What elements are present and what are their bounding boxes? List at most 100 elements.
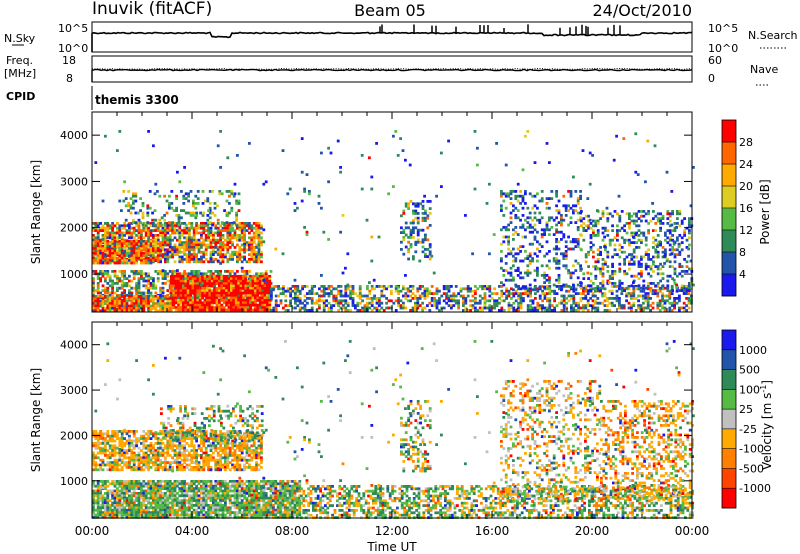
data-cell	[92, 302, 95, 305]
data-cell	[555, 223, 558, 227]
data-cell	[134, 199, 138, 203]
data-cell	[101, 236, 105, 240]
data-cell	[159, 302, 162, 305]
data-cell	[254, 291, 257, 295]
data-cell	[224, 243, 227, 247]
data-cell	[688, 243, 691, 247]
data-cell	[111, 222, 114, 225]
data-cell	[378, 304, 381, 307]
data-cell	[221, 241, 225, 244]
data-cell	[108, 434, 112, 438]
data-cell	[156, 295, 160, 298]
data-cell	[209, 257, 213, 260]
data-cell	[120, 270, 124, 273]
data-cell	[642, 287, 645, 291]
data-cell	[189, 277, 192, 281]
data-cell	[588, 151, 592, 155]
data-cell	[197, 224, 201, 228]
data-cell	[164, 258, 167, 261]
data-cell	[243, 248, 246, 252]
data-cell	[225, 299, 228, 302]
data-cell	[216, 253, 220, 256]
data-cell	[130, 304, 134, 308]
data-cell	[186, 291, 190, 295]
data-cell	[268, 299, 272, 302]
data-cell	[144, 274, 148, 278]
data-cell	[404, 294, 408, 298]
data-cell	[246, 275, 250, 278]
data-cell	[186, 289, 190, 293]
data-cell	[96, 297, 100, 301]
data-cell	[194, 301, 197, 305]
data-cell	[354, 306, 357, 310]
data-cell	[99, 446, 102, 450]
data-cell	[225, 277, 228, 281]
data-cell	[215, 296, 219, 300]
data-cell	[402, 231, 406, 234]
data-cell	[161, 243, 165, 247]
data-cell	[230, 223, 234, 227]
data-cell	[606, 217, 610, 220]
data-cell	[125, 307, 129, 310]
data-cell	[618, 255, 622, 259]
data-cell	[189, 294, 192, 297]
data-cell	[582, 309, 585, 312]
data-cell	[640, 274, 643, 278]
data-cell	[124, 218, 128, 222]
data-cell	[213, 277, 216, 281]
data-cell	[507, 294, 511, 298]
data-cell	[94, 256, 98, 260]
data-cell	[252, 231, 256, 235]
data-cell	[416, 297, 420, 300]
data-cell	[317, 202, 321, 205]
data-cell	[191, 308, 195, 312]
data-cell	[596, 260, 600, 264]
data-cell	[303, 226, 306, 229]
data-cell	[237, 299, 240, 302]
data-cell	[92, 451, 95, 455]
data-cell	[646, 297, 650, 300]
data-cell	[628, 222, 631, 225]
data-cell	[519, 190, 522, 193]
data-cell	[409, 243, 413, 246]
data-cell	[423, 287, 427, 291]
data-cell	[512, 294, 516, 298]
data-cell	[238, 236, 242, 240]
data-cell	[130, 252, 134, 255]
data-cell	[222, 299, 226, 302]
data-cell	[168, 304, 172, 308]
data-cell	[536, 287, 540, 291]
data-cell	[137, 231, 141, 235]
data-cell	[96, 291, 100, 295]
nsky-top-tick: 10^5	[58, 22, 88, 35]
data-cell	[663, 309, 667, 312]
data-cell	[204, 224, 208, 228]
data-cell	[332, 294, 336, 298]
data-cell	[219, 236, 222, 240]
data-cell	[243, 242, 246, 246]
data-cell	[615, 134, 618, 138]
data-cell	[184, 291, 188, 295]
data-cell	[409, 285, 412, 288]
data-cell	[202, 211, 206, 215]
data-cell	[409, 289, 412, 293]
data-cell	[182, 303, 185, 307]
data-cell	[210, 296, 214, 300]
data-cell	[210, 308, 214, 312]
data-cell	[659, 229, 662, 232]
data-cell	[620, 304, 624, 307]
data-cell	[545, 221, 549, 224]
data-cell	[244, 308, 248, 312]
data-cell	[255, 226, 258, 230]
data-cell	[406, 287, 410, 291]
data-cell	[514, 259, 518, 263]
data-cell	[351, 297, 355, 300]
data-cell	[649, 309, 652, 312]
data-cell	[249, 306, 252, 309]
data-cell	[230, 209, 234, 212]
data-cell	[594, 274, 598, 278]
data-cell	[120, 282, 124, 285]
data-cell	[601, 282, 605, 285]
data-cell	[589, 241, 593, 244]
data-cell	[255, 258, 258, 261]
